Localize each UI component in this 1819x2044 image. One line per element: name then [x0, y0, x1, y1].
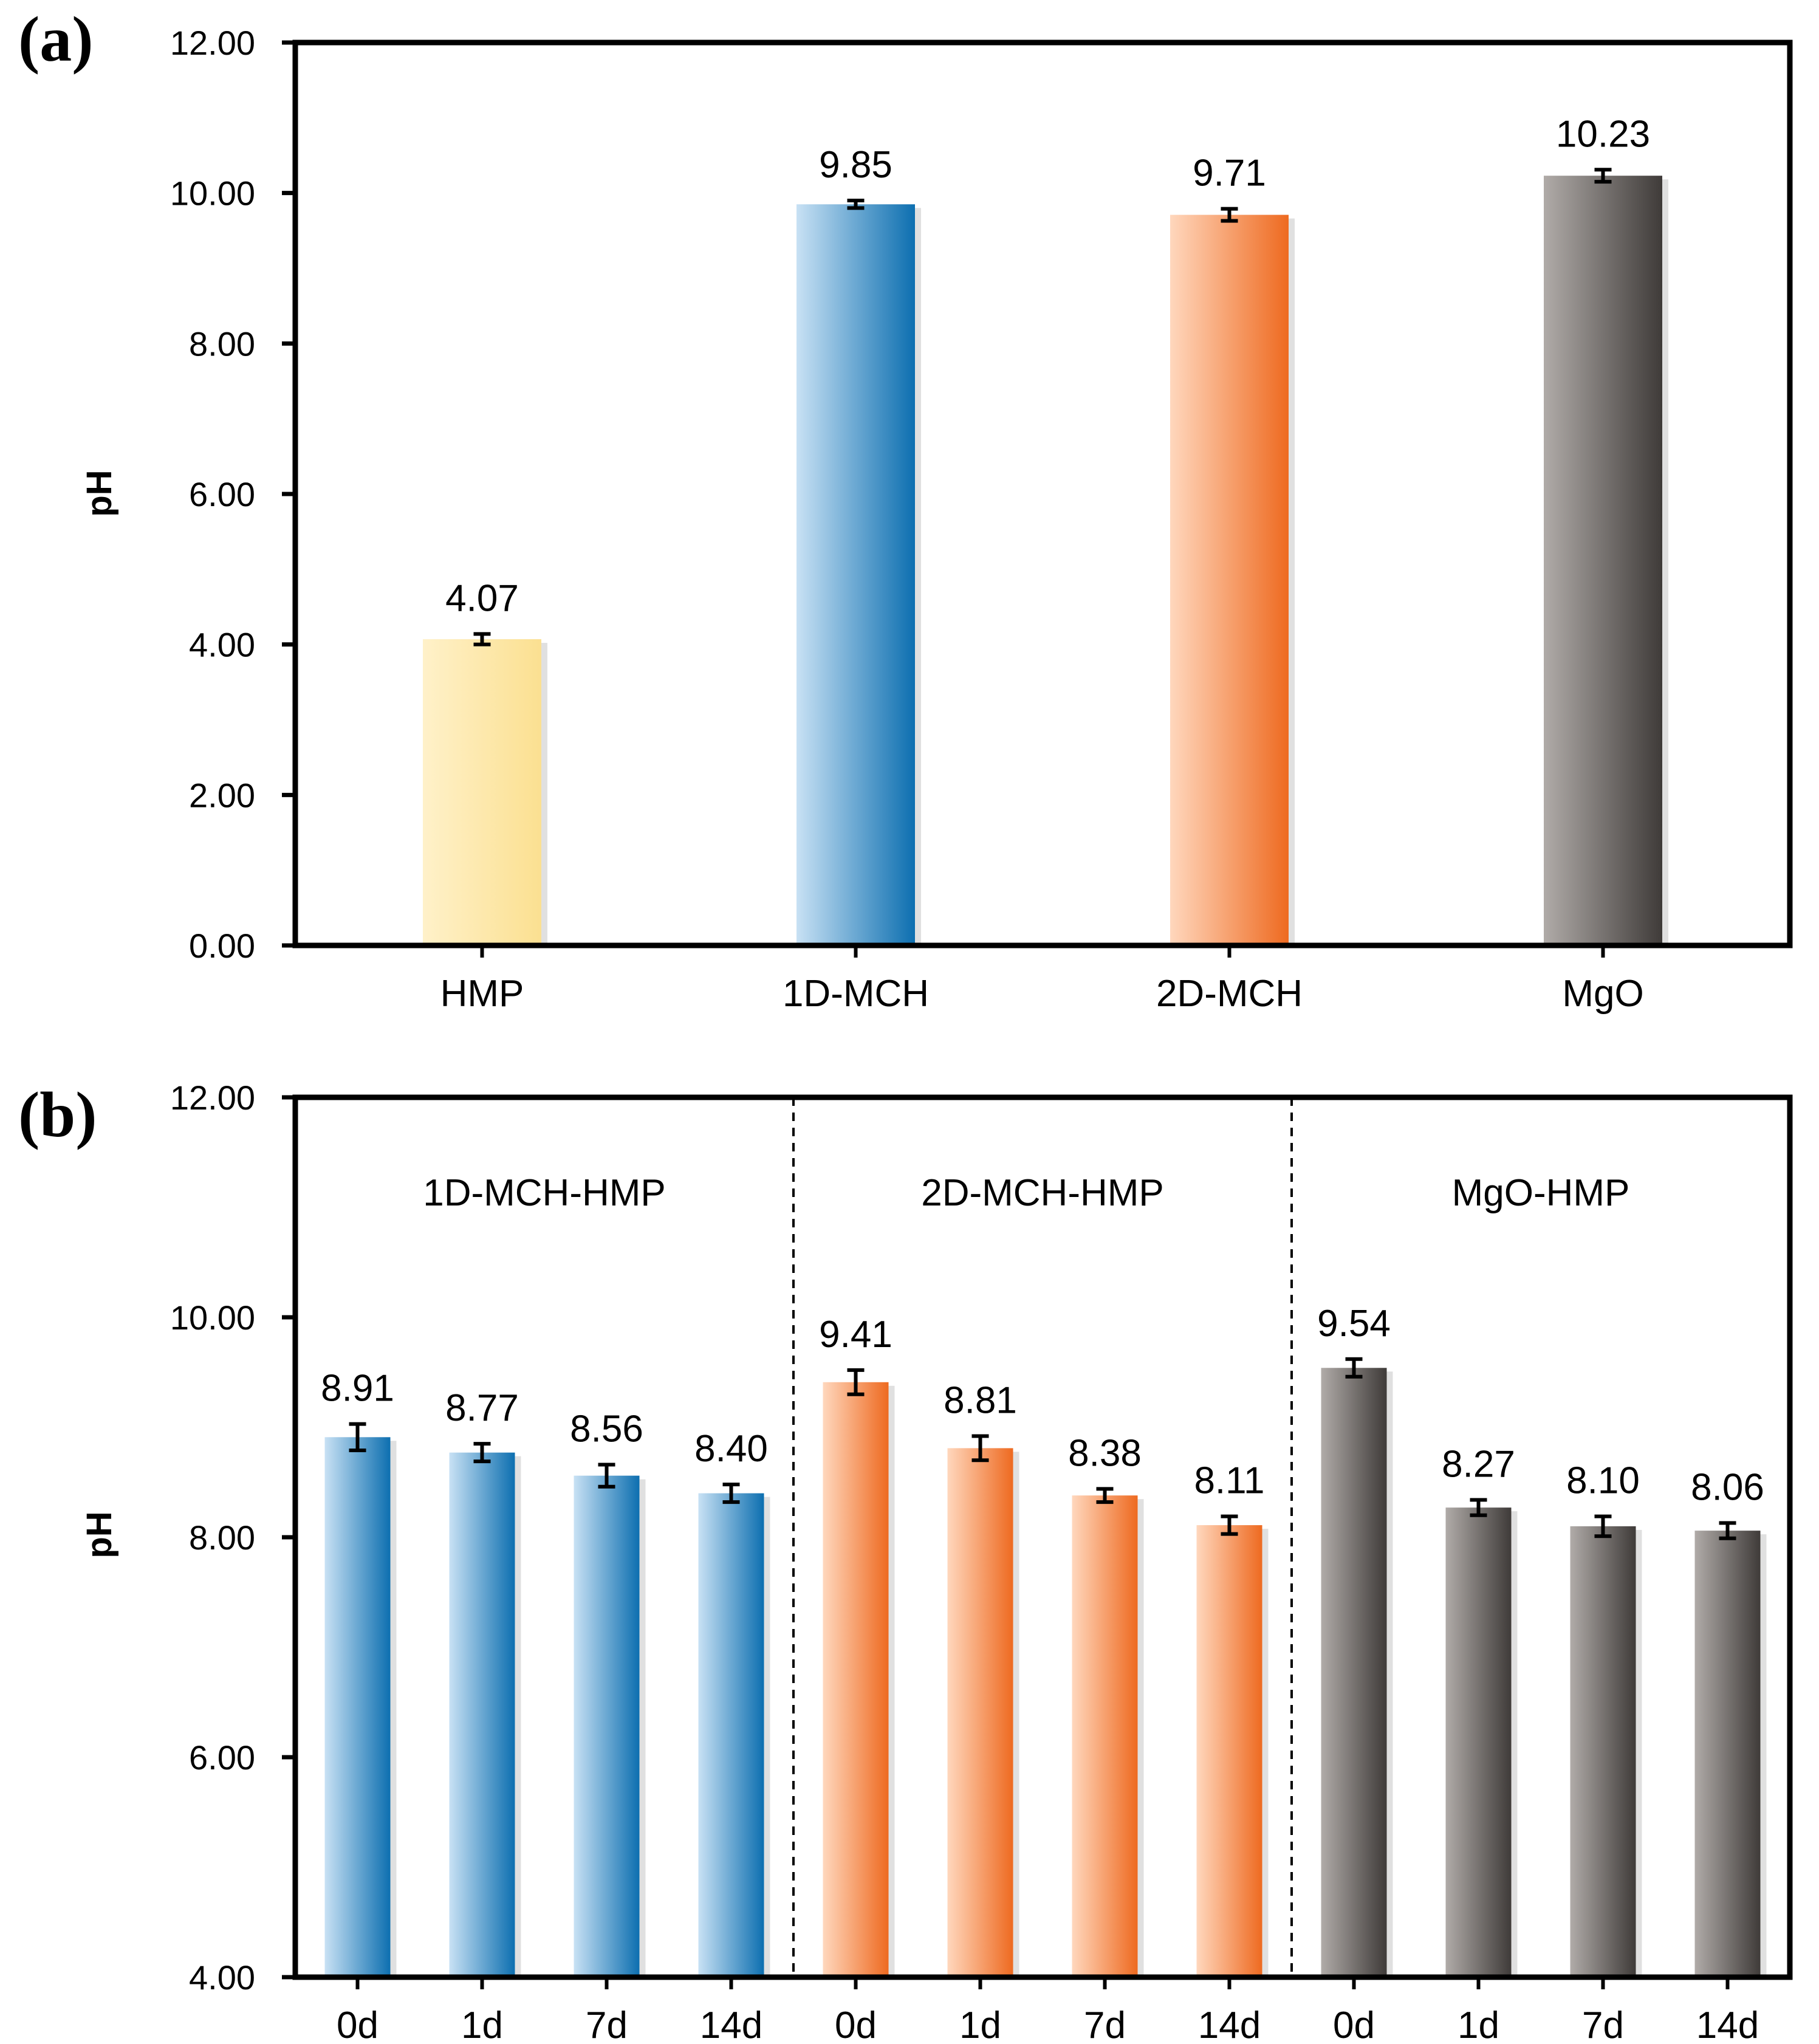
- y-tick-label: 10.00: [170, 174, 255, 213]
- panel-b-group-titles: 1D-MCH-HMP 2D-MCH-HMP MgO-HMP: [423, 1172, 1629, 1214]
- y-tick-label: 6.00: [189, 475, 255, 513]
- group-title-2d-mch-hmp: 2D-MCH-HMP: [921, 1172, 1164, 1214]
- y-tick-label: 12.00: [170, 24, 255, 62]
- value-label: 8.10: [1566, 1460, 1640, 1502]
- panel-a-y-ticks: 0.00 2.00 4.00 6.00 8.00 10.00 12.00: [170, 24, 295, 965]
- bar-b-7: [1196, 1525, 1262, 1977]
- panel-a: (a) pH 0.00 2.00 4.00 6.00 8.00 10.00 12.00 4.…: [18, 4, 1793, 1015]
- bar-b-6: [1072, 1495, 1138, 1977]
- y-tick-label: 6.00: [189, 1738, 255, 1777]
- panel-a-label: (a): [18, 4, 94, 75]
- bar-b-1: [449, 1452, 515, 1977]
- panel-b-frame: [292, 1094, 1793, 1980]
- panel-b-y-axis-label: pH: [80, 1511, 119, 1558]
- bar-b-2: [574, 1475, 640, 1977]
- x-tick-label-mgo: MgO: [1562, 973, 1643, 1015]
- y-tick-label: 8.00: [189, 1518, 255, 1557]
- value-label: 8.81: [944, 1379, 1017, 1421]
- bar-a-3: [1544, 176, 1662, 945]
- panel-a-bars: 4.07 9.85 9.71 10.23: [423, 113, 1668, 945]
- bar-b-10: [1570, 1526, 1636, 1977]
- panel-b-label: (b): [18, 1079, 97, 1150]
- value-label: 8.56: [570, 1408, 643, 1450]
- value-label: 4.07: [445, 577, 519, 619]
- x-tick-label-0d: 0d: [337, 2005, 379, 2044]
- value-label: 9.54: [1317, 1303, 1391, 1345]
- x-tick-label-7d: 7d: [1582, 2005, 1624, 2044]
- x-tick-label-7d: 7d: [1084, 2005, 1126, 2044]
- bar-a-0: [423, 639, 541, 945]
- x-tick-label-0d: 0d: [1333, 2005, 1375, 2044]
- value-label: 8.38: [1068, 1432, 1142, 1474]
- bar-a-1: [796, 204, 915, 945]
- value-label: 8.11: [1194, 1460, 1264, 1502]
- x-tick-label-1d: 1d: [1458, 2005, 1499, 2044]
- panel-a-frame: [292, 39, 1793, 948]
- value-label: 9.85: [819, 144, 892, 186]
- x-tick-label-1d: 1d: [959, 2005, 1001, 2044]
- x-tick-label-0d: 0d: [835, 2005, 877, 2044]
- panel-b-x-tick-labels: 0d 1d 7d 14d 0d 1d 7d 14d 0d 1d 7d 14d: [337, 1977, 1759, 2044]
- x-tick-label-14d: 14d: [700, 2005, 762, 2044]
- value-label: 8.27: [1442, 1443, 1515, 1485]
- bar-b-9: [1445, 1507, 1512, 1977]
- bar-a-2: [1170, 214, 1289, 945]
- value-label: 8.91: [321, 1368, 394, 1410]
- x-tick-label-14d: 14d: [1696, 2005, 1759, 2044]
- x-tick-label-1d: 1d: [461, 2005, 503, 2044]
- bar-b-5: [947, 1448, 1013, 1977]
- panel-b-group-dividers: [792, 1097, 1293, 1977]
- value-label: 8.06: [1691, 1466, 1764, 1508]
- panel-b-y-ticks: 4.00 6.00 8.00 10.00 12.00: [170, 1079, 295, 1997]
- value-label: 10.23: [1556, 113, 1650, 155]
- bar-b-4: [823, 1382, 889, 1977]
- group-title-1d-mch-hmp: 1D-MCH-HMP: [423, 1172, 666, 1214]
- group-title-mgo-hmp: MgO-HMP: [1452, 1172, 1630, 1214]
- panel-a-x-tick-labels: HMP 1D-MCH 2D-MCH MgO: [440, 945, 1644, 1015]
- y-tick-label: 10.00: [170, 1298, 255, 1337]
- bar-b-0: [324, 1437, 391, 1977]
- x-tick-label-14d: 14d: [1198, 2005, 1261, 2044]
- y-tick-label: 12.00: [170, 1079, 255, 1117]
- value-label: 9.41: [819, 1314, 892, 1356]
- panel-b: (b) pH 4.00 6.00 8.00 10.00 12.00 1D-MCH-HMP…: [18, 1079, 1793, 2044]
- y-tick-label: 0.00: [189, 927, 255, 965]
- panel-b-bars: 8.91 8.77 8.56 8.40 9.41 8.81 8.38 8.11 9.54 8.27…: [321, 1303, 1767, 1977]
- value-label: 8.77: [445, 1387, 519, 1429]
- x-tick-label-7d: 7d: [586, 2005, 628, 2044]
- x-tick-label-hmp: HMP: [440, 973, 524, 1015]
- bar-b-8: [1321, 1368, 1387, 1977]
- y-tick-label: 8.00: [189, 324, 255, 363]
- value-label: 9.71: [1193, 153, 1266, 194]
- y-tick-label: 2.00: [189, 776, 255, 814]
- x-tick-label-2d-mch: 2D-MCH: [1156, 973, 1303, 1015]
- panel-a-y-axis-label: pH: [80, 470, 119, 516]
- y-tick-label: 4.00: [189, 1958, 255, 1997]
- y-tick-label: 4.00: [189, 626, 255, 664]
- value-label: 8.40: [694, 1428, 768, 1470]
- x-tick-label-1d-mch: 1D-MCH: [783, 973, 929, 1015]
- bar-b-11: [1694, 1531, 1761, 1977]
- bar-b-3: [698, 1493, 764, 1977]
